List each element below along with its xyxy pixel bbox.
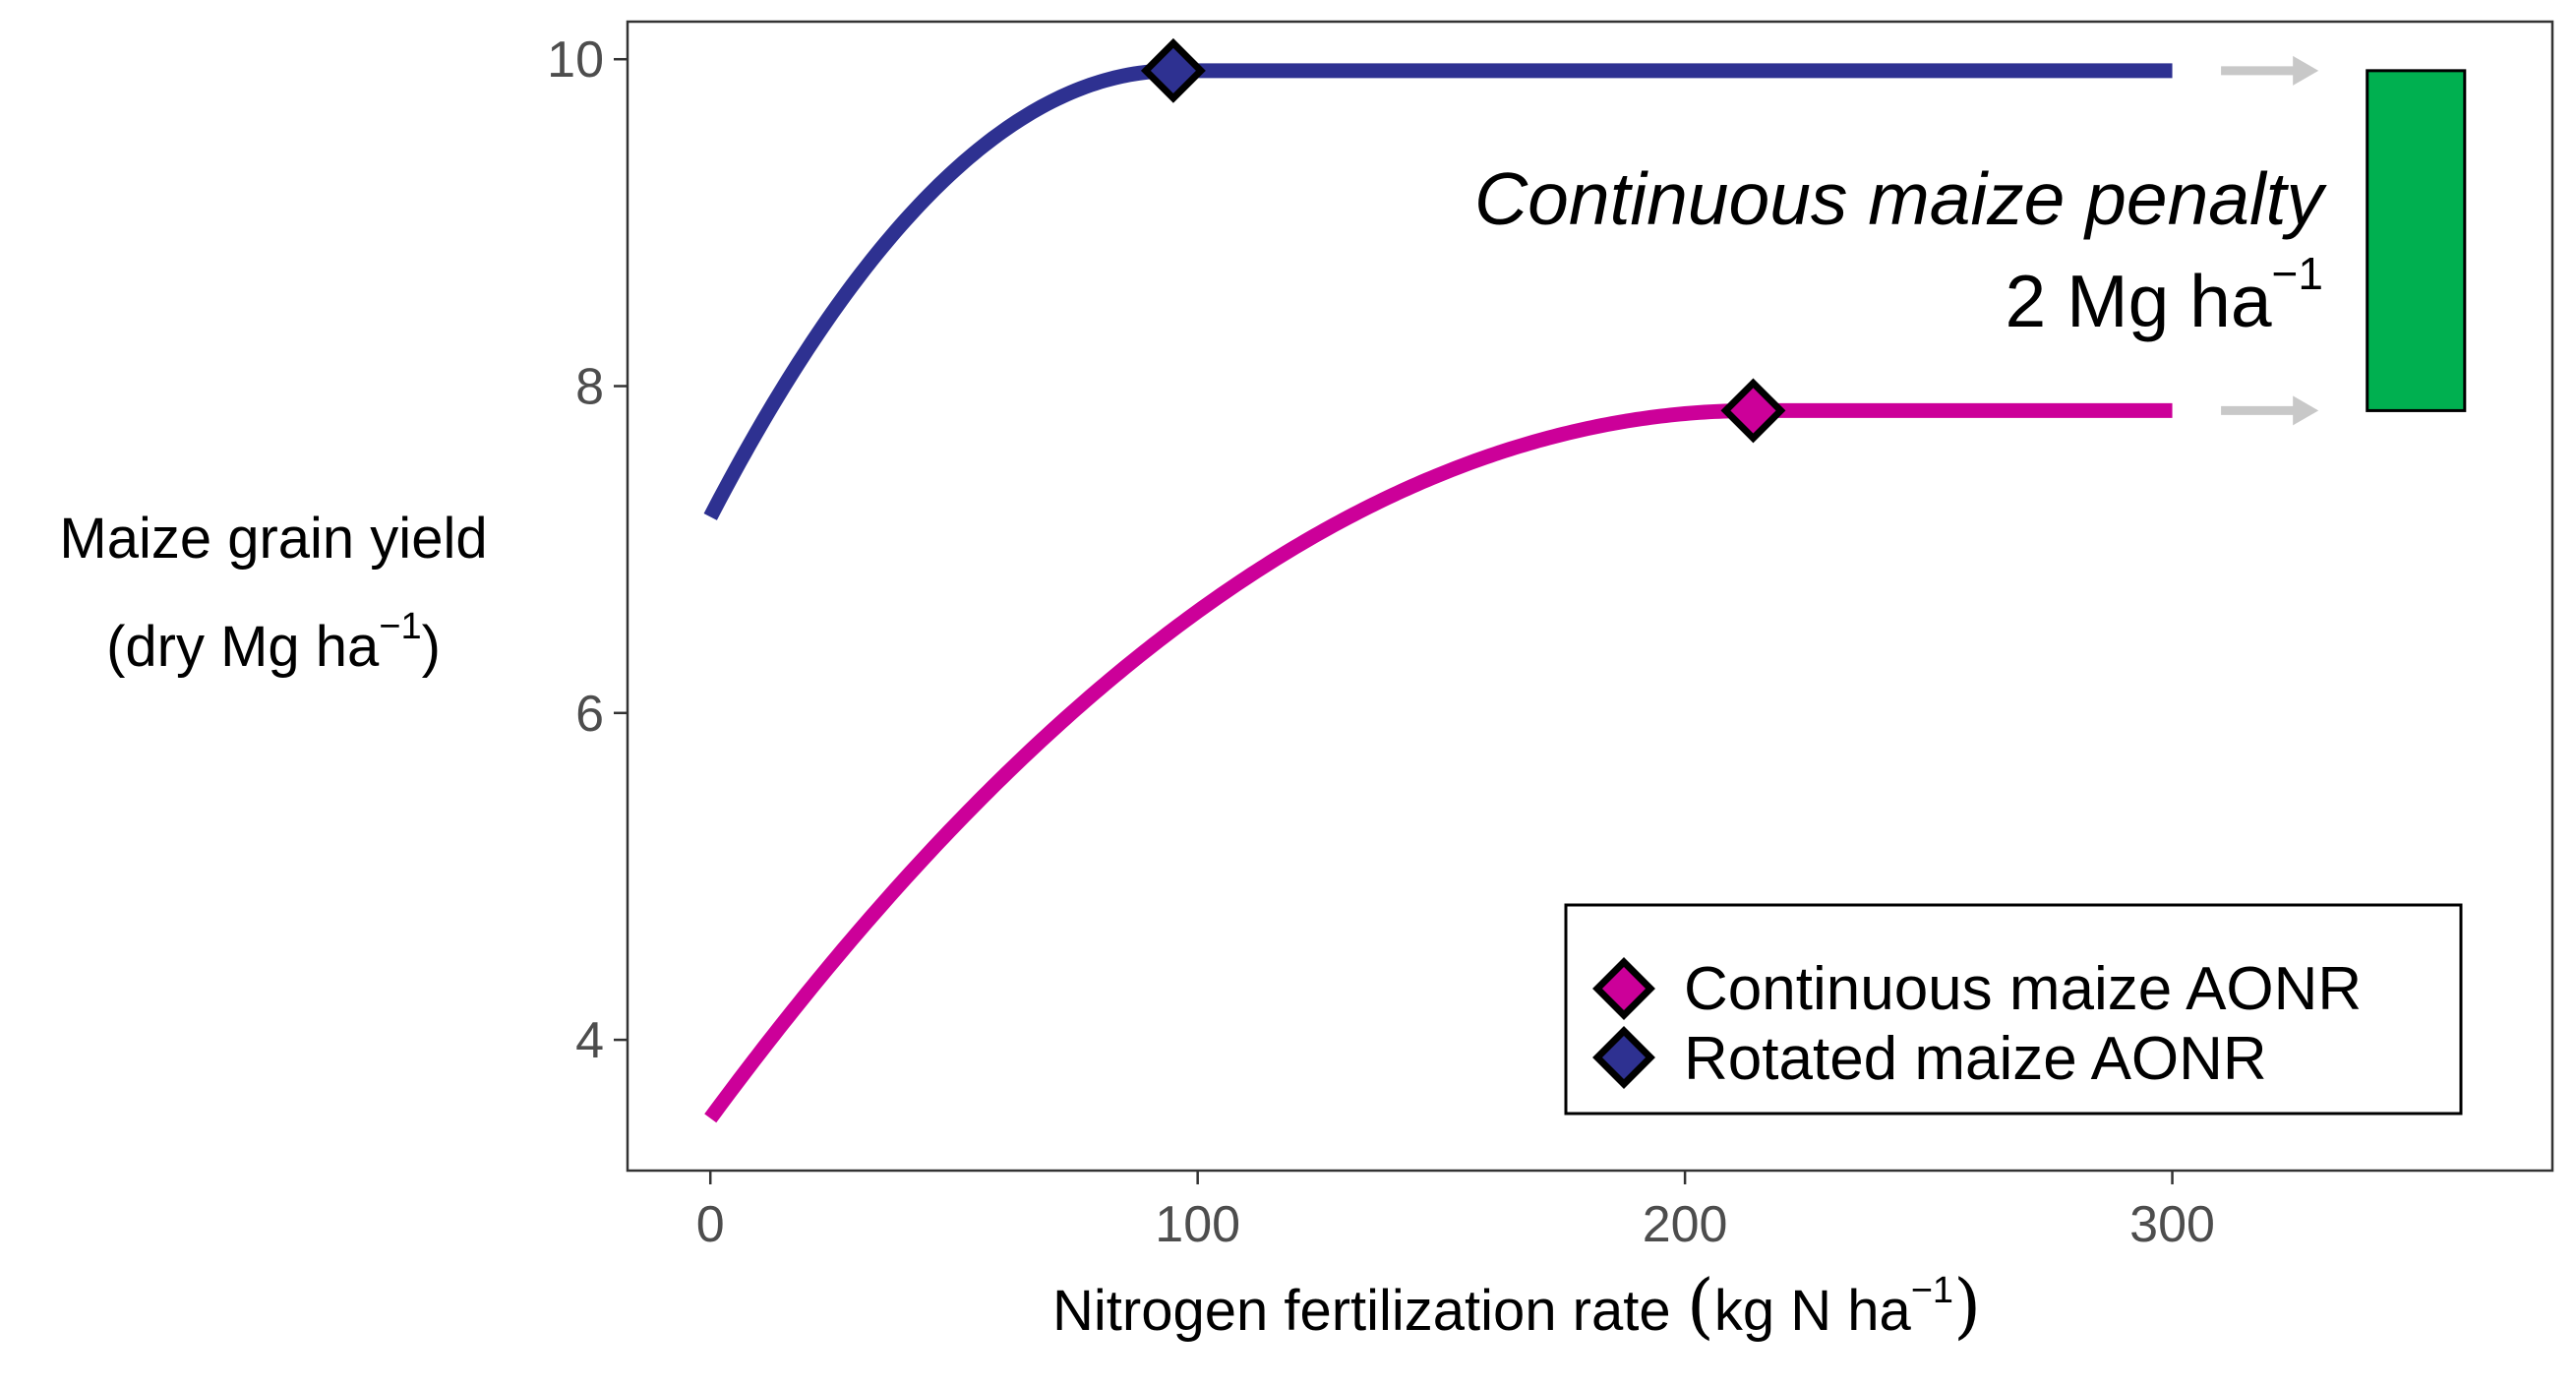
- y-axis-title-line2: (dry Mg ha−1): [106, 606, 441, 679]
- x-axis-close-paren: ): [1953, 1264, 1981, 1347]
- penalty-annotation-value: 2 Mg ha−1: [2006, 248, 2323, 342]
- chart-marks: [703, 37, 2467, 1123]
- x-tick-label-100: 100: [1155, 1196, 1240, 1253]
- x-axis-title-unit: kg N ha: [1714, 1279, 1912, 1343]
- arrow-head: [2293, 55, 2319, 86]
- y-tick-label-6: 6: [575, 686, 604, 743]
- aonr-marker-continuous: [1720, 378, 1786, 444]
- x-tick-label-200: 200: [1643, 1196, 1728, 1253]
- legend-keys: [1592, 957, 1655, 1089]
- x-axis-title: Nitrogen fertilization rate (kg N ha−1): [1052, 1264, 1981, 1347]
- penalty-value-main: 2 Mg ha: [2006, 260, 2272, 342]
- x-axis-title-exp: −1: [1911, 1270, 1953, 1311]
- x-tick-label-300: 300: [2129, 1196, 2215, 1253]
- y-axis-title-main: (dry Mg ha: [106, 615, 380, 679]
- legend: Continuous maize AONR Rotated maize AONR: [1564, 903, 2463, 1116]
- legend-key-continuous: [1592, 957, 1655, 1020]
- y-axis-title-line1: Maize grain yield: [59, 507, 487, 571]
- y-tick-label-4: 4: [575, 1012, 604, 1069]
- x-axis-open-paren: (: [1687, 1264, 1714, 1347]
- arrow-continuous: [2221, 395, 2319, 426]
- x-axis-title-main: Nitrogen fertilization rate: [1052, 1279, 1687, 1343]
- x-tick-label-0: 0: [696, 1196, 725, 1253]
- penalty-value-exp: −1: [2272, 248, 2323, 299]
- y-tick-label-8: 8: [575, 359, 604, 416]
- y-axis-title-exp: −1: [379, 606, 421, 647]
- legend-box: [1564, 903, 2463, 1116]
- plot-panel: [626, 20, 2554, 1173]
- arrow-rotated: [2221, 55, 2319, 86]
- penalty-annotation-title: Continuous maize penalty: [1474, 157, 2328, 240]
- series-line-rotated: [703, 63, 2176, 520]
- aonr-marker-rotated: [1140, 37, 1206, 103]
- penalty-bar: [2366, 69, 2467, 412]
- y-tick-label-10: 10: [547, 31, 604, 89]
- legend-key-rotated: [1592, 1026, 1655, 1089]
- y-axis-title-close: ): [422, 615, 441, 679]
- legend-label-rotated: Rotated maize AONR: [1684, 1025, 2267, 1093]
- arrow-head: [2293, 395, 2319, 426]
- legend-label-continuous: Continuous maize AONR: [1684, 955, 2362, 1023]
- series-line-continuous: [704, 402, 2176, 1123]
